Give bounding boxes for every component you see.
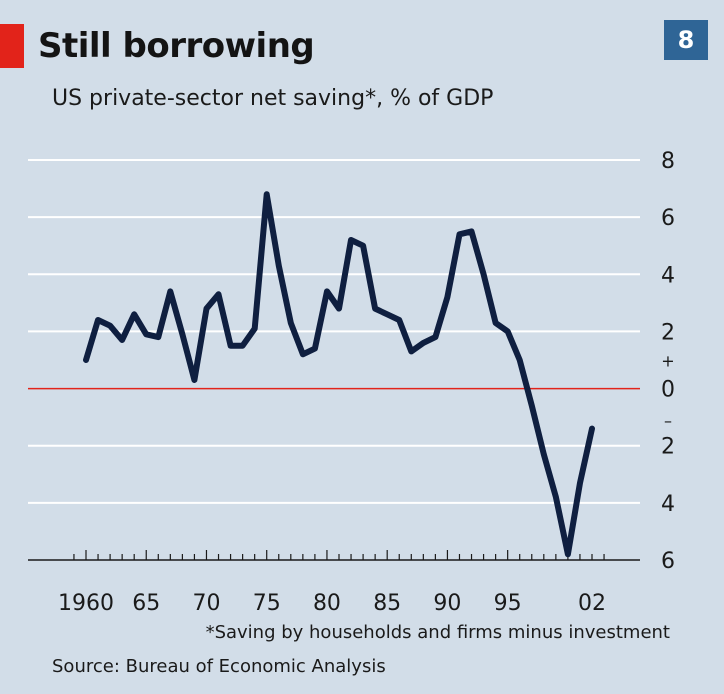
x-tick-label: 80 [313,591,341,616]
chart-subtitle: US private-sector net saving*, % of GDP [52,86,494,111]
x-tick-label: 85 [373,591,401,616]
x-tick-label: 65 [132,591,160,616]
y-tick-label: 2 [661,320,675,345]
positive-sign-label: + [661,352,674,371]
x-tick-label: 1960 [58,591,114,616]
negative-sign-label: – [664,412,672,431]
x-tick-label: 95 [494,591,522,616]
brand-red-bar [0,24,24,68]
y-tick-label: 4 [661,263,675,288]
footnote: *Saving by households and firms minus in… [205,622,670,643]
y-tick-label: 2 [661,435,675,460]
x-tick-label: 02 [578,591,606,616]
x-tick-label: 90 [433,591,461,616]
source-note: Source: Bureau of Economic Analysis [52,656,386,677]
series-line [83,191,595,558]
y-tick-label: 0 [661,378,675,403]
y-tick-label: 6 [661,206,675,231]
x-tick-label: 70 [192,591,220,616]
y-tick-label: 8 [661,149,675,174]
y-tick-label: 4 [661,492,675,517]
y-tick-label: 6 [661,549,675,574]
chart-title: Still borrowing [38,26,315,66]
x-tick-label: 75 [253,591,281,616]
chart-number-badge: 8 [664,20,708,60]
